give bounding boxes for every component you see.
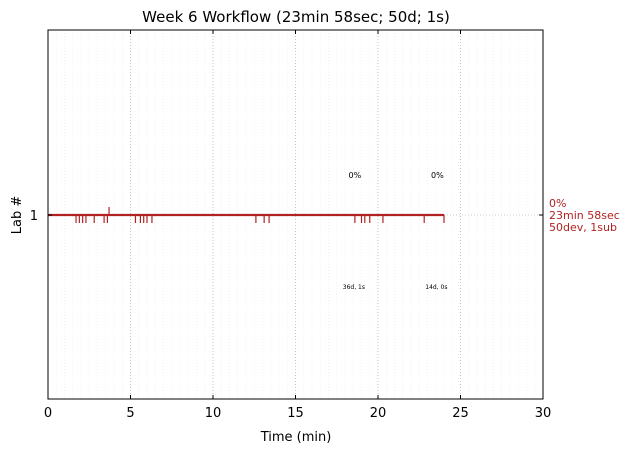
segment-detail: 36d, 1s <box>343 284 365 291</box>
right-annotation-line: 0% <box>549 197 566 210</box>
segment-detail: 14d, 0s <box>425 284 447 291</box>
x-tick-label: 0 <box>44 406 52 421</box>
y-tick-label: 1 <box>30 209 38 224</box>
segment-percent: 0% <box>349 171 362 180</box>
chart-title: Week 6 Workflow (23min 58sec; 50d; 1s) <box>142 8 450 26</box>
x-tick-label: 10 <box>205 406 222 421</box>
right-annotation-line: 50dev, 1sub <box>549 221 617 234</box>
x-tick-label: 25 <box>452 406 469 421</box>
chart-marks <box>48 207 445 223</box>
x-tick-label: 30 <box>535 406 552 421</box>
y-axis-label: Lab # <box>10 196 25 235</box>
x-axis-label: Time (min) <box>260 430 332 445</box>
x-axis: 0 5 10 15 20 25 30 <box>44 30 551 421</box>
x-tick-label: 5 <box>126 406 134 421</box>
x-tick-label: 20 <box>370 406 387 421</box>
segment-percent: 0% <box>431 171 444 180</box>
y-axis: 1 <box>30 209 543 224</box>
x-tick-label: 15 <box>287 406 304 421</box>
right-annotation-line: 23min 58sec <box>549 209 620 222</box>
